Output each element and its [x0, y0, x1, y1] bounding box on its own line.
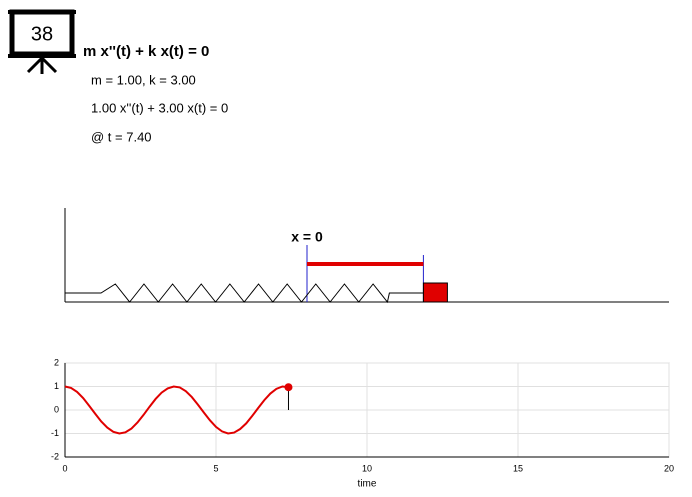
y-tick-label: 1	[54, 381, 59, 391]
x-tick-label: 15	[513, 463, 523, 473]
y-tick-label: -2	[51, 451, 59, 461]
y-tick-label: -1	[51, 428, 59, 438]
icon-label: 38	[31, 23, 53, 45]
icon: 38	[8, 9, 76, 74]
x-axis-label: time	[358, 479, 377, 490]
y-tick-label: 2	[54, 357, 59, 367]
y-tick-label: 0	[54, 404, 59, 414]
params: m = 1.00, k = 3.00	[91, 72, 196, 87]
stand	[26, 56, 44, 74]
time: @ t = 7.40	[91, 129, 152, 144]
stand	[40, 56, 58, 74]
origin-label: x = 0	[291, 229, 323, 245]
x-tick-label: 10	[362, 463, 372, 473]
current-point	[284, 383, 293, 392]
title: m x''(t) + k x(t) = 0	[83, 43, 209, 60]
x-tick-label: 5	[213, 463, 218, 473]
x-tick-label: 0	[62, 463, 67, 473]
mass	[422, 282, 448, 303]
plot: 0 5 10 15 20 -2 -1 0 1 2 time	[51, 357, 674, 489]
spring	[65, 283, 424, 304]
equation: 1.00 x''(t) + 3.00 x(t) = 0	[91, 100, 228, 115]
mechanism	[65, 255, 448, 304]
x-tick-label: 20	[664, 463, 674, 473]
series-line	[64, 385, 289, 435]
